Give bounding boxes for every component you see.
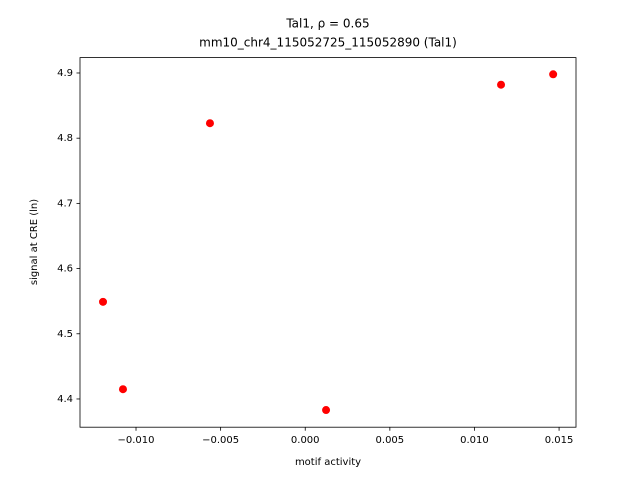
x-tick-label: 0.015 <box>545 435 574 446</box>
x-tick-label: 0.000 <box>291 435 320 446</box>
y-tick-label: 4.5 <box>57 329 73 340</box>
point <box>99 297 108 306</box>
y-tick-label: 4.7 <box>57 198 73 209</box>
axes-frame <box>79 57 577 428</box>
x-tick-label: −0.005 <box>202 435 239 446</box>
y-tick-label: 4.6 <box>57 264 73 275</box>
point <box>118 385 127 394</box>
y-tick-label: 4.9 <box>57 68 73 79</box>
point <box>205 119 214 128</box>
chart-subtitle: mm10_chr4_115052725_115052890 (Tal1) <box>199 36 457 50</box>
point <box>549 70 558 79</box>
y-tick-label: 4.4 <box>57 394 73 405</box>
chart-title: Tal1, ρ = 0.65 <box>285 17 369 31</box>
y-tick-label: 4.8 <box>57 133 73 144</box>
x-axis-label: motif activity <box>295 457 361 468</box>
x-tick-label: 0.010 <box>460 435 489 446</box>
x-tick-label: −0.010 <box>118 435 155 446</box>
x-tick-label: 0.005 <box>376 435 405 446</box>
point <box>322 406 331 415</box>
point <box>497 80 506 89</box>
y-axis-label: signal at CRE (ln) <box>29 199 40 285</box>
